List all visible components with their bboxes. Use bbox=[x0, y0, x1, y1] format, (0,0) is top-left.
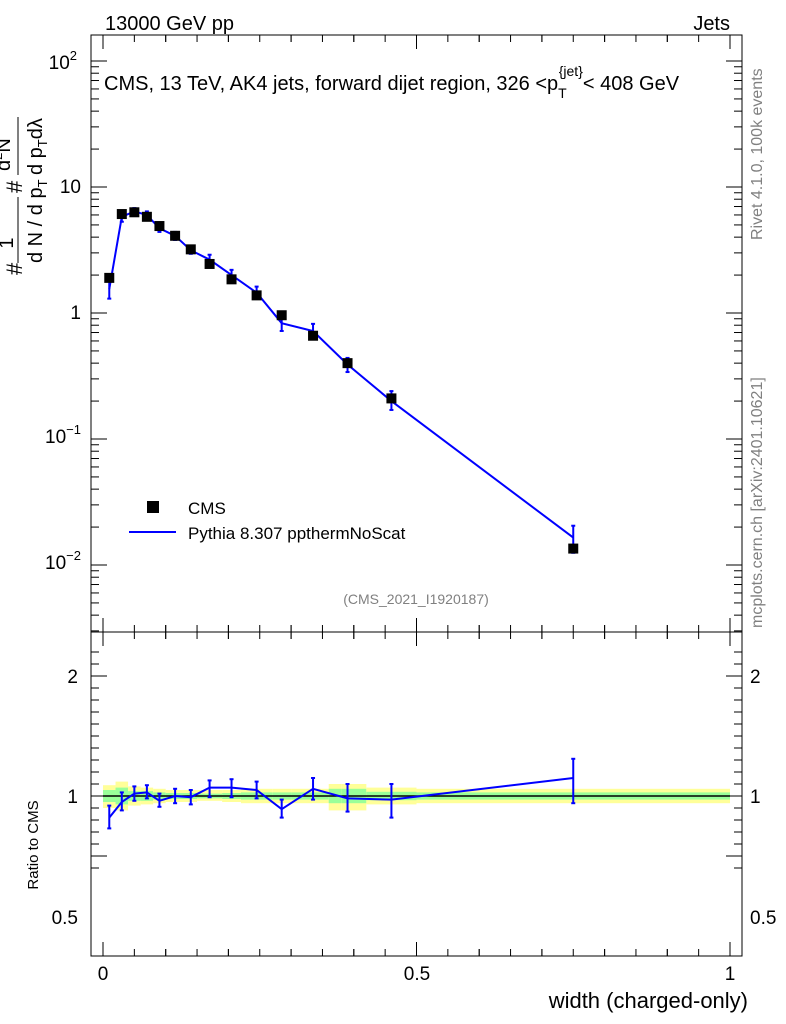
ratio-y-tick-label-2: 2 bbox=[67, 667, 78, 688]
ratio-y-tick-label-1: 1 bbox=[67, 787, 78, 808]
ratio-axis-ticks bbox=[91, 632, 742, 956]
ratio-y-axis-label: Ratio to CMS bbox=[25, 800, 42, 889]
legend-cms-marker bbox=[147, 501, 159, 513]
cms-point bbox=[308, 330, 319, 341]
y-label-frac2-num: d2N bbox=[0, 138, 15, 171]
x-tick-label-0.5: 0.5 bbox=[404, 964, 430, 985]
ratio-y-tick-label-right-2: 2 bbox=[750, 667, 761, 688]
cms-point bbox=[141, 211, 152, 222]
x-axis-label: width (charged-only) bbox=[548, 988, 748, 1013]
cms-point bbox=[116, 209, 127, 220]
cms-point bbox=[129, 207, 140, 218]
y-label-frac1-num: 1 bbox=[0, 237, 18, 248]
legend-pythia-label: Pythia 8.307 ppthermNoScat bbox=[188, 524, 406, 543]
y-label-frac1-den: d N / d pT bbox=[25, 179, 50, 263]
cms-point bbox=[568, 543, 579, 554]
y-tick-label-1: 1 bbox=[70, 303, 81, 324]
cms-point bbox=[342, 358, 353, 369]
ratio-y-tick-label-right-1: 1 bbox=[750, 787, 761, 808]
y-label-frac2-den: d pTdλ bbox=[25, 118, 50, 175]
chart-title: CMS, 13 TeV, AK4 jets, forward dijet reg… bbox=[104, 63, 680, 101]
cms-point bbox=[154, 221, 165, 232]
cms-point bbox=[251, 290, 262, 301]
y-tick-label-100: 102 bbox=[49, 48, 77, 74]
main-y-axis-label: # 1 d N / d pT # d2N d pTdλ bbox=[0, 117, 50, 275]
legend: CMS Pythia 8.307 ppthermNoScat bbox=[129, 499, 406, 543]
cms-series bbox=[104, 207, 579, 554]
cms-point bbox=[104, 272, 115, 283]
main-y-tick-labels: 10−2 10−1 1 10 102 bbox=[45, 48, 81, 574]
rivet-version-label: Rivet 4.1.0, 100k events bbox=[749, 68, 766, 240]
x-tick-label-1: 1 bbox=[725, 964, 736, 985]
energy-label: 13000 GeV pp bbox=[105, 13, 234, 35]
y-tick-label-0.1: 10−1 bbox=[45, 422, 81, 448]
pythia-line bbox=[108, 210, 574, 539]
ratio-y-tick-label-0.5: 0.5 bbox=[52, 908, 78, 929]
cms-point bbox=[386, 393, 397, 404]
cms-point bbox=[226, 274, 237, 285]
ratio-y-tick-label-right-0.5: 0.5 bbox=[750, 908, 776, 929]
pythia-series bbox=[107, 207, 576, 554]
category-label: Jets bbox=[693, 13, 730, 35]
y-tick-label-10: 10 bbox=[60, 177, 81, 198]
y-tick-label-0.01: 10−2 bbox=[45, 548, 81, 574]
legend-cms-label: CMS bbox=[188, 499, 226, 518]
cms-point bbox=[170, 230, 181, 241]
ratio-series bbox=[107, 757, 576, 830]
cms-point bbox=[276, 310, 287, 321]
y-label-hash-2: # bbox=[2, 180, 27, 193]
y-label-hash-1: # bbox=[2, 262, 27, 275]
mcplots-label: mcplots.cern.ch [arXiv:2401.10621] bbox=[749, 377, 766, 628]
main-axis-ticks bbox=[91, 35, 742, 632]
cms-point bbox=[185, 244, 196, 255]
cms-point bbox=[204, 258, 215, 269]
analysis-watermark: (CMS_2021_I1920187) bbox=[343, 591, 489, 607]
x-tick-label-0: 0 bbox=[98, 964, 109, 985]
